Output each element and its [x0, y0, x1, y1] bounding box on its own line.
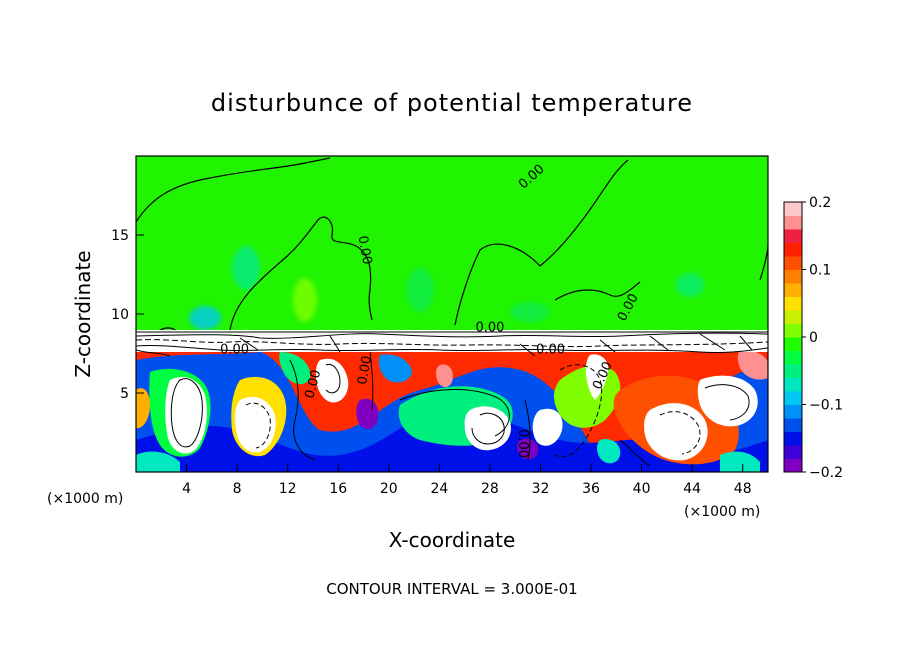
colorbar-swatch: [784, 458, 802, 473]
upper-anomalies: [189, 246, 704, 330]
x-tick-label: 12: [279, 481, 297, 497]
colorbar-tick-label: −0.2: [809, 465, 843, 481]
colorbar-swatch: [784, 418, 802, 432]
colorbar-tick-label: 0.1: [809, 263, 831, 279]
x-axis-label: X-coordinate: [389, 528, 516, 552]
colorbar-swatch: [784, 364, 802, 378]
colorbar-tick-label: 0: [809, 330, 818, 346]
colorbar-tick-label: 0.2: [809, 195, 831, 211]
x-unit-left: (×1000 m): [47, 491, 123, 507]
colorbar-swatch: [784, 404, 802, 419]
contour-label: 0.00: [220, 343, 249, 358]
colorbar-swatch: [784, 377, 802, 392]
x-tick-label: 28: [481, 481, 499, 497]
x-tick-label: 8: [233, 481, 242, 497]
colorbar-swatch: [784, 310, 802, 324]
contour-label: 0.00: [515, 429, 530, 458]
contour-label: 0.00: [475, 320, 504, 335]
colorbar-swatch: [784, 256, 802, 270]
x-tick-label: 48: [734, 481, 752, 497]
colorbar-swatch: [784, 431, 802, 446]
plot-field: [136, 156, 768, 472]
contour-interval-note: CONTOUR INTERVAL = 3.000E-01: [326, 580, 577, 598]
colorbar-swatch: [784, 445, 802, 459]
colorbar-swatch: [784, 202, 802, 216]
colorbar-swatch: [784, 337, 802, 351]
x-tick-label: 20: [380, 481, 398, 497]
colorbar-swatch: [784, 283, 802, 297]
chart-title: disturbunce of potential temperature: [211, 89, 693, 117]
y-axis: 5 10 15: [111, 228, 144, 402]
x-tick-label: 4: [182, 481, 191, 497]
upper-contours: [136, 157, 768, 333]
x-axis: 4 8 12 16 20 24 28 32 36 40 44 48: [182, 464, 752, 497]
x-tick-label: 40: [633, 481, 651, 497]
y-tick-label: 15: [111, 228, 129, 244]
y-axis-label: Z-coordinate: [71, 250, 95, 377]
contour-label: 0.00: [355, 355, 375, 386]
colorbar-swatch: [784, 242, 802, 257]
colorbar-swatch: [784, 323, 802, 338]
x-tick-label: 32: [532, 481, 550, 497]
x-tick-label: 24: [430, 481, 448, 497]
colorbar-swatch: [784, 296, 802, 311]
x-tick-label: 44: [683, 481, 701, 497]
colorbar-swatch: [784, 391, 802, 405]
x-tick-label: 36: [582, 481, 600, 497]
y-tick-label: 5: [120, 386, 129, 402]
colorbar-swatch: [784, 229, 802, 243]
lower-contours: [170, 349, 750, 467]
colorbar-swatch: [784, 350, 802, 365]
y-tick-label: 10: [111, 307, 129, 323]
colorbar: −0.2 −0.1 0 0.1 0.2: [783, 195, 843, 481]
contour-label: 0.00: [302, 368, 324, 400]
colorbar-swatch: [784, 269, 802, 284]
boundary-contours: [136, 331, 768, 357]
colorbar-swatch: [784, 215, 802, 230]
x-unit-right: (×1000 m): [684, 504, 760, 520]
boundary-band: [136, 330, 768, 352]
colorbar-tick-label: −0.1: [809, 398, 843, 414]
contour-label: 0.00: [536, 343, 565, 358]
x-tick-label: 16: [329, 481, 347, 497]
contour-label: 0.00: [355, 235, 375, 266]
